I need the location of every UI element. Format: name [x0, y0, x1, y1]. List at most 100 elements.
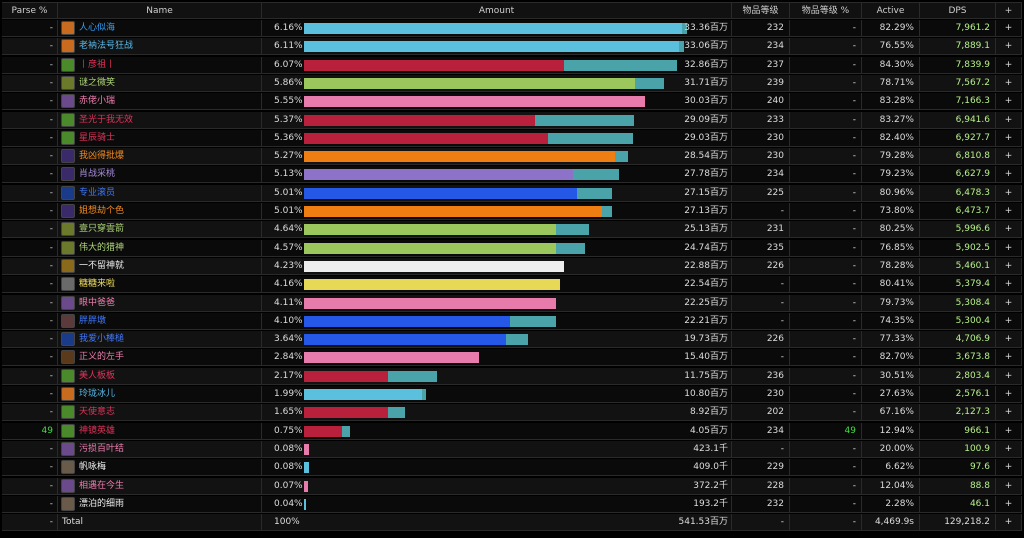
col-header-item-level[interactable]: 物品等级 — [732, 2, 790, 19]
col-header-active[interactable]: Active — [862, 2, 920, 19]
expand-plus-button[interactable]: + — [996, 386, 1022, 403]
table-row[interactable]: - 污损百叶结 0.08% 423.1千 - -20.00% 100.9 + — [0, 440, 1024, 458]
name-cell[interactable]: 谜之微笑 — [58, 74, 262, 92]
col-header-plus[interactable]: + — [996, 2, 1022, 19]
table-row[interactable]: - 老衲法号狂战 6.11% 33.06百万 234-76.55% 7,889.1 + — [0, 38, 1024, 56]
table-row[interactable]: - 专业滚员 5.01% 27.15百万 225-80.96% 6,478.3 + — [0, 184, 1024, 202]
player-name[interactable]: 赤佬小瑞 — [79, 96, 116, 107]
table-row[interactable]: - 赤佬小瑞 5.55% 30.03百万 240-83.28% 7,166.3 + — [0, 93, 1024, 111]
expand-plus-button[interactable]: + — [996, 221, 1022, 239]
expand-plus-button[interactable]: + — [996, 331, 1022, 349]
expand-plus-button[interactable]: + — [996, 93, 1022, 111]
name-cell[interactable]: 神镜英雄 — [58, 422, 262, 440]
name-cell[interactable]: 糖糖来啦 — [58, 276, 262, 294]
name-cell[interactable]: 圣光于我无效 — [58, 111, 262, 129]
name-cell[interactable]: 帆咏梅 — [58, 459, 262, 477]
col-header-parse[interactable]: Parse % — [2, 2, 58, 19]
name-cell[interactable]: 眼中爸爸 — [58, 294, 262, 312]
expand-plus-button[interactable]: + — [996, 514, 1022, 532]
name-cell[interactable]: 漂泊的细雨 — [58, 495, 262, 513]
player-name[interactable]: 漂泊的细雨 — [79, 498, 125, 509]
player-name[interactable]: 肖战采桃 — [79, 169, 116, 180]
total-row[interactable]: - Total 100% 541.53百万 - -4,469.9s 129,218.2 + — [0, 514, 1024, 532]
table-row[interactable]: - 圣光于我无效 5.37% 29.09百万 233-83.27% 6,941.6 + — [0, 111, 1024, 129]
expand-plus-button[interactable]: + — [996, 74, 1022, 92]
expand-plus-button[interactable]: + — [996, 184, 1022, 202]
name-cell[interactable]: 我爱小棒槌 — [58, 331, 262, 349]
expand-plus-button[interactable]: + — [996, 111, 1022, 129]
table-row[interactable]: - 肖战采桃 5.13% 27.78百万 234-79.23% 6,627.9 + — [0, 166, 1024, 184]
expand-plus-button[interactable]: + — [996, 203, 1022, 220]
name-cell[interactable]: 壹只穿雲箭 — [58, 221, 262, 239]
table-row[interactable]: - 我爱小棒槌 3.64% 19.73百万 226-77.33% 4,706.9 + — [0, 331, 1024, 349]
table-row[interactable]: - 壹只穿雲箭 4.64% 25.13百万 231-80.25% 5,996.6 + — [0, 221, 1024, 239]
player-name[interactable]: 老衲法号狂战 — [79, 41, 134, 52]
player-name[interactable]: 我爱小棒槌 — [79, 334, 125, 345]
player-name[interactable]: 姐想劫个色 — [79, 206, 125, 216]
name-cell[interactable]: 美人板板 — [58, 367, 262, 385]
table-row[interactable]: - 天使意志 1.65% 8.92百万 202-67.16% 2,127.3 + — [0, 404, 1024, 422]
table-row[interactable]: - 我凶得批爆 5.27% 28.54百万 230-79.28% 6,810.8 + — [0, 148, 1024, 166]
player-name[interactable]: 伟大的猎神 — [79, 242, 125, 253]
player-name[interactable]: 圣光于我无效 — [79, 114, 134, 125]
name-cell[interactable]: Total — [58, 514, 262, 532]
table-row[interactable]: - 美人板板 2.17% 11.75百万 236-30.51% 2,803.4 + — [0, 367, 1024, 385]
name-cell[interactable]: 老衲法号狂战 — [58, 38, 262, 56]
player-name[interactable]: 神镜英雄 — [79, 425, 116, 436]
player-name[interactable]: 人心似海 — [79, 23, 116, 33]
player-name[interactable]: 糖糖来啦 — [79, 279, 116, 290]
col-header-amount[interactable]: Amount — [262, 2, 732, 19]
player-name[interactable]: 帆咏梅 — [79, 462, 107, 473]
table-row[interactable]: - 帆咏梅 0.08% 409.0千 229-6.62% 97.6 + — [0, 459, 1024, 477]
name-cell[interactable]: 肖战采桃 — [58, 166, 262, 184]
name-cell[interactable]: 污损百叶结 — [58, 440, 262, 458]
table-row[interactable]: - 胖胖墩 4.10% 22.21百万 - -74.35% 5,300.4 + — [0, 312, 1024, 330]
player-name[interactable]: 玲珑冰儿 — [79, 389, 116, 399]
expand-plus-button[interactable]: + — [996, 440, 1022, 458]
expand-plus-button[interactable]: + — [996, 20, 1022, 37]
expand-plus-button[interactable]: + — [996, 239, 1022, 257]
expand-plus-button[interactable]: + — [996, 257, 1022, 275]
table-row[interactable]: - 姐想劫个色 5.01% 27.13百万 - -73.80% 6,473.7 + — [0, 203, 1024, 220]
expand-plus-button[interactable]: + — [996, 404, 1022, 422]
expand-plus-button[interactable]: + — [996, 294, 1022, 312]
table-row[interactable]: - 漂泊的细雨 0.04% 193.2千 232-2.28% 46.1 + — [0, 495, 1024, 513]
table-row[interactable]: - 谜之微笑 5.86% 31.71百万 239-78.71% 7,567.2 + — [0, 74, 1024, 92]
table-row[interactable]: - 糖糖来啦 4.16% 22.54百万 - -80.41% 5,379.4 + — [0, 276, 1024, 294]
expand-plus-button[interactable]: + — [996, 148, 1022, 166]
player-name[interactable]: 美人板板 — [79, 370, 116, 381]
player-name[interactable]: 一不留神就 — [79, 260, 125, 271]
expand-plus-button[interactable]: + — [996, 38, 1022, 56]
table-row[interactable]: - 丨彦祖丨 6.07% 32.86百万 237-84.30% 7,839.9 + — [0, 56, 1024, 74]
name-cell[interactable]: 赤佬小瑞 — [58, 93, 262, 111]
name-cell[interactable]: 正义的左手 — [58, 349, 262, 367]
table-row[interactable]: 49 神镜英雄 0.75% 4.05百万 234 49 12.94% 966.1 + — [0, 422, 1024, 440]
total-label[interactable]: Total — [62, 517, 84, 528]
player-name[interactable]: 星辰骑士 — [79, 132, 116, 143]
player-name[interactable]: 污损百叶结 — [79, 443, 125, 454]
col-header-dps[interactable]: DPS — [920, 2, 996, 19]
name-cell[interactable]: 天使意志 — [58, 404, 262, 422]
table-row[interactable]: - 玲珑冰儿 1.99% 10.80百万 230-27.63% 2,576.1 + — [0, 386, 1024, 403]
expand-plus-button[interactable]: + — [996, 477, 1022, 495]
expand-plus-button[interactable]: + — [996, 166, 1022, 184]
table-row[interactable]: - 相遇在今生 0.07% 372.2千 228-12.04% 88.8 + — [0, 477, 1024, 495]
name-cell[interactable]: 胖胖墩 — [58, 312, 262, 330]
player-name[interactable]: 丨彦祖丨 — [79, 59, 116, 70]
name-cell[interactable]: 一不留神就 — [58, 257, 262, 275]
name-cell[interactable]: 丨彦祖丨 — [58, 56, 262, 74]
name-cell[interactable]: 人心似海 — [58, 20, 262, 37]
table-row[interactable]: - 一不留神就 4.23% 22.88百万 226-78.28% 5,460.1 + — [0, 257, 1024, 275]
player-name[interactable]: 专业滚员 — [79, 187, 116, 198]
expand-plus-button[interactable]: + — [996, 422, 1022, 440]
name-cell[interactable]: 我凶得批爆 — [58, 148, 262, 166]
table-row[interactable]: - 正义的左手 2.84% 15.40百万 - -82.70% 3,673.8 + — [0, 349, 1024, 367]
expand-plus-button[interactable]: + — [996, 367, 1022, 385]
table-row[interactable]: - 伟大的猎神 4.57% 24.74百万 235-76.85% 5,902.5 + — [0, 239, 1024, 257]
col-header-name[interactable]: Name — [58, 2, 262, 19]
name-cell[interactable]: 伟大的猎神 — [58, 239, 262, 257]
name-cell[interactable]: 专业滚员 — [58, 184, 262, 202]
expand-plus-button[interactable]: + — [996, 312, 1022, 330]
player-name[interactable]: 正义的左手 — [79, 352, 125, 363]
player-name[interactable]: 壹只穿雲箭 — [79, 224, 125, 235]
